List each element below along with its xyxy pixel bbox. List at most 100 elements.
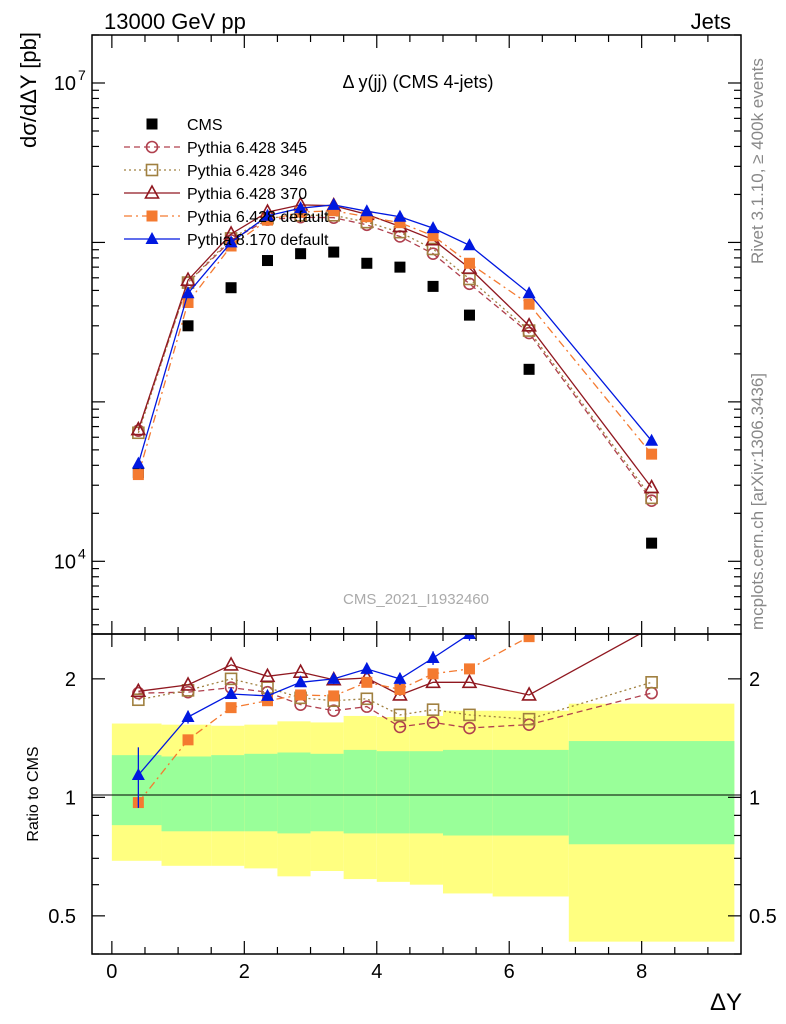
ratio-point-pythia-6-428-default	[427, 668, 439, 680]
legend-label: Pythia 6.428 346	[187, 163, 307, 180]
energy-label: 13000 GeV pp	[104, 9, 246, 34]
ratio-point-pythia-8-170-default	[327, 671, 341, 684]
ratio-point-pythia-6-428-370	[180, 676, 196, 691]
x-tick-label: 2	[239, 961, 250, 983]
main-point-pythia-6-428-default	[646, 448, 658, 460]
ratio-point-pythia-6-428-345	[463, 721, 476, 735]
main-y-tick-exponent: 7	[78, 67, 86, 83]
ratio-point-pythia-8-170-default	[462, 634, 476, 639]
ratio-point-pythia-6-428-346	[360, 692, 374, 706]
ratio-point-pythia-6-428-370	[223, 656, 239, 671]
ratio-y-tick-label-left: 2	[65, 669, 76, 691]
ratio-point-pythia-6-428-default	[182, 734, 194, 746]
legend-marker	[145, 163, 159, 177]
ratio-point-pythia-6-428-default	[394, 683, 406, 695]
ratio-point-pythia-6-428-370	[521, 686, 537, 701]
ratio-point-pythia-6-428-370	[259, 667, 276, 683]
x-axis-label: ΔY	[710, 989, 742, 1016]
main-point-cms	[427, 280, 439, 292]
legend: CMS Pythia 6.428 345 Pythia 6.428 346 Pythi…	[124, 117, 329, 249]
main-series-pythia-8-170-default	[131, 197, 659, 469]
main-series-cms	[132, 246, 658, 549]
ratio-point-pythia-8-170-default	[523, 608, 536, 620]
main-point-pythia-6-428-default	[427, 230, 439, 242]
category-label: Jets	[691, 9, 731, 34]
legend-item-pythia-8-170-default: Pythia 8.170 default	[124, 232, 329, 249]
main-point-pythia-8-170-default	[393, 209, 407, 222]
band-stat-bin	[492, 749, 569, 836]
ratio-point-pythia-8-170-default	[645, 549, 658, 561]
ratio-point-pythia-6-428-default	[225, 702, 237, 714]
ratio-frame	[91, 633, 742, 955]
ratio-point-pythia-6-428-default	[295, 689, 307, 701]
ratio-line-pythia-6-428-345	[138, 686, 652, 729]
ratio-point-pythia-6-428-default	[328, 690, 340, 702]
ratio-point-pythia-8-170-default	[224, 687, 238, 700]
main-point-pythia-6-428-default	[132, 469, 144, 481]
ratio-point-pythia-8-170-default	[360, 661, 374, 674]
ratio-point-pythia-8-170-default	[426, 650, 440, 663]
ratio-y-tick-label-right: 0.5	[749, 906, 777, 928]
ratio-point-pythia-6-428-370	[645, 621, 658, 633]
ratio-line-pythia-6-428-346	[138, 678, 652, 720]
legend-item-pythia-6-428-346: Pythia 6.428 346	[124, 163, 307, 180]
main-point-pythia-6-428-default	[523, 298, 535, 310]
ratio-point-pythia-6-428-346	[645, 676, 658, 689]
main-y-tick-label: 10	[54, 551, 76, 573]
main-line-pythia-6-428-345	[137, 216, 653, 502]
x-tick-label: 6	[504, 961, 515, 983]
x-tick-label: 4	[371, 961, 382, 983]
main-point-pythia-8-170-default	[522, 286, 536, 299]
x-tick-label: 0	[106, 961, 117, 983]
ratio-point-pythia-6-428-346	[426, 703, 440, 716]
band-stat-bin	[343, 749, 377, 834]
legend-item-pythia-6-428-345: Pythia 6.428 345	[124, 140, 307, 157]
legend-marker	[146, 118, 158, 130]
band-stat-bin	[376, 751, 410, 834]
legend-marker	[145, 232, 159, 244]
main-point-pythia-6-428-default	[394, 217, 406, 229]
main-point-pythia-6-428-370	[180, 271, 196, 286]
main-line-pythia-8-170-default	[137, 204, 653, 464]
main-point-cms	[328, 246, 340, 258]
band-stat-bin	[111, 755, 162, 826]
main-line-pythia-6-428-370	[137, 204, 653, 488]
ratio-point-pythia-8-170-default	[181, 710, 195, 723]
legend-label: Pythia 6.428 345	[187, 140, 307, 157]
main-axis-ticks: 10 410 7	[54, 34, 741, 634]
legend-label: Pythia 8.170 default	[187, 232, 329, 249]
ratio-point-pythia-6-428-346	[132, 693, 145, 707]
main-point-pythia-8-170-default	[260, 208, 274, 221]
ratio-y-axis-label: Ratio to CMS	[25, 746, 42, 841]
band-stat-bin	[442, 749, 493, 836]
band-stat-bin	[277, 752, 311, 834]
main-point-pythia-6-428-default	[182, 297, 194, 309]
ratio-point-pythia-6-428-346	[463, 708, 476, 722]
ratio-point-pythia-8-170-default	[393, 671, 407, 684]
legend-marker	[144, 184, 160, 199]
ratio-axis-ticks: 0.5 0.5 1 1 2 2 0 2 4 6 8	[48, 634, 777, 983]
ratio-point-pythia-6-428-default	[646, 573, 657, 584]
main-panel: Δ y(jj) (CMS 4-jets) CMS_2021_I1932460 d…	[16, 32, 742, 635]
band-stat-bin	[568, 741, 735, 845]
ratio-point-pythia-6-428-345	[327, 704, 341, 718]
main-point-cms	[463, 309, 475, 321]
main-point-pythia-6-428-default	[328, 205, 340, 217]
main-point-cms	[523, 363, 535, 375]
legend-marker	[145, 140, 159, 154]
main-point-pythia-8-170-default	[327, 197, 341, 210]
ratio-line-pythia-8-170-default	[137, 634, 472, 776]
main-y-axis-label: dσ/dΔY [pb]	[16, 32, 41, 148]
ratio-point-pythia-8-170-default	[294, 675, 308, 688]
main-point-cms	[225, 282, 237, 294]
main-point-cms	[182, 320, 194, 332]
main-point-pythia-6-428-346	[426, 242, 440, 256]
legend-item-pythia-6-428-370: Pythia 6.428 370	[124, 184, 307, 203]
main-point-cms	[646, 537, 658, 549]
main-point-cms	[394, 261, 406, 273]
ratio-point-pythia-6-428-345	[360, 700, 374, 713]
ratio-point-pythia-6-428-345	[426, 716, 440, 729]
ratio-series-pythia-8-170-default	[131, 549, 658, 808]
ratio-point-pythia-6-428-370	[461, 673, 478, 689]
